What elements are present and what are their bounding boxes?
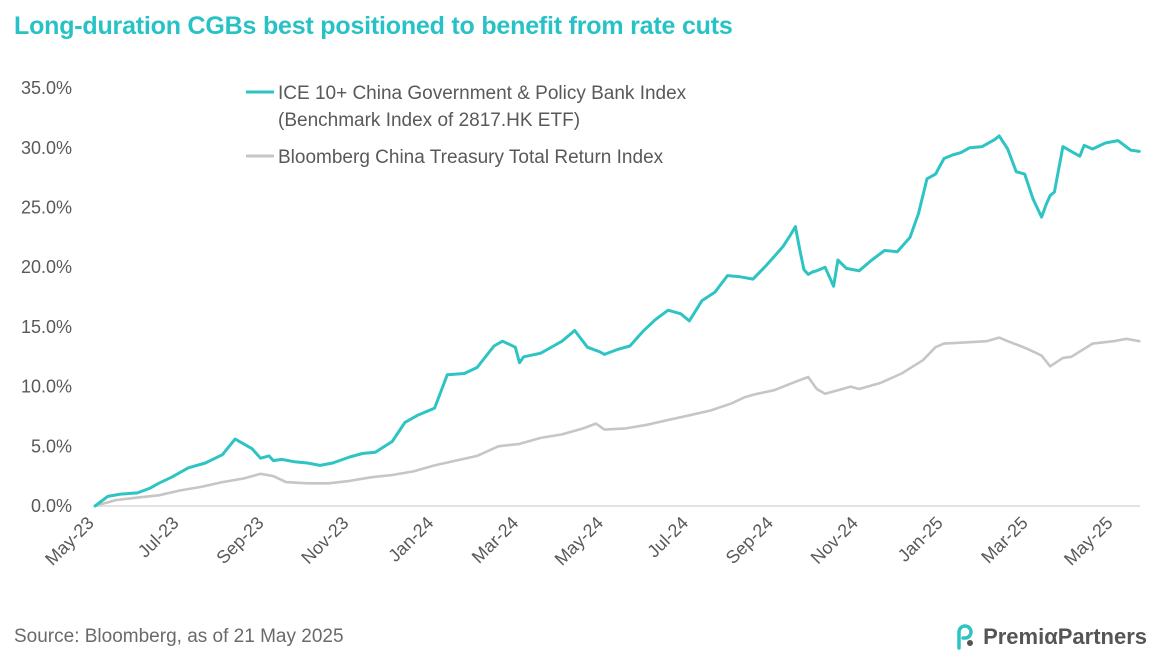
x-tick-label: Sep-23 — [212, 513, 267, 568]
x-tick-label: Sep-24 — [722, 513, 777, 568]
brand-logo: PremiαPartners — [955, 624, 1147, 650]
x-tick-label: Mar-24 — [468, 513, 522, 567]
y-tick-label: 35.0% — [21, 78, 72, 98]
series-line-ice-index — [93, 134, 1141, 508]
y-tick-label: 10.0% — [21, 377, 72, 397]
x-tick-label: Mar-25 — [977, 513, 1031, 567]
legend: ICE 10+ China Government & Policy Bank I… — [246, 83, 687, 168]
legend-label-ice: ICE 10+ China Government & Policy Bank I… — [278, 83, 687, 104]
x-tick-label: May-25 — [1060, 513, 1117, 570]
chart-title: Long-duration CGBs best positioned to be… — [14, 12, 733, 40]
y-axis-tick-labels: 0.0% 5.0% 10.0% 15.0% 20.0% 25.0% 30.0% 35.0% — [21, 78, 72, 516]
x-tick-label: Jan-24 — [384, 513, 437, 566]
y-tick-label: 15.0% — [21, 317, 72, 337]
x-tick-label: May-24 — [551, 513, 608, 570]
x-tick-label: Nov-23 — [297, 513, 352, 568]
y-tick-label: 20.0% — [21, 257, 72, 277]
series-line-bloomberg-index — [93, 336, 1141, 508]
y-tick-label: 5.0% — [31, 436, 72, 456]
y-tick-label: 30.0% — [21, 138, 72, 158]
x-tick-label: May-23 — [41, 513, 98, 570]
x-tick-label: Jul-23 — [134, 513, 183, 562]
legend-label-ice-sub: (Benchmark Index of 2817.HK ETF) — [278, 110, 580, 131]
logo-text: PremiαPartners — [983, 624, 1147, 649]
x-axis-tick-labels: May-23 Jul-23 Sep-23 Nov-23 Jan-24 Mar-24 May-… — [41, 513, 1116, 570]
x-tick-label: Jan-25 — [894, 513, 947, 566]
x-tick-label: Jul-24 — [643, 513, 692, 562]
x-tick-label: Nov-24 — [807, 513, 862, 568]
legend-label-bloomberg: Bloomberg China Treasury Total Return In… — [278, 147, 664, 168]
y-tick-label: 25.0% — [21, 198, 72, 218]
premia-partners-logo-icon — [957, 624, 974, 650]
series-lines — [93, 134, 1141, 508]
y-tick-label: 0.0% — [31, 496, 72, 516]
source-note: Source: Bloomberg, as of 21 May 2025 — [14, 626, 344, 647]
